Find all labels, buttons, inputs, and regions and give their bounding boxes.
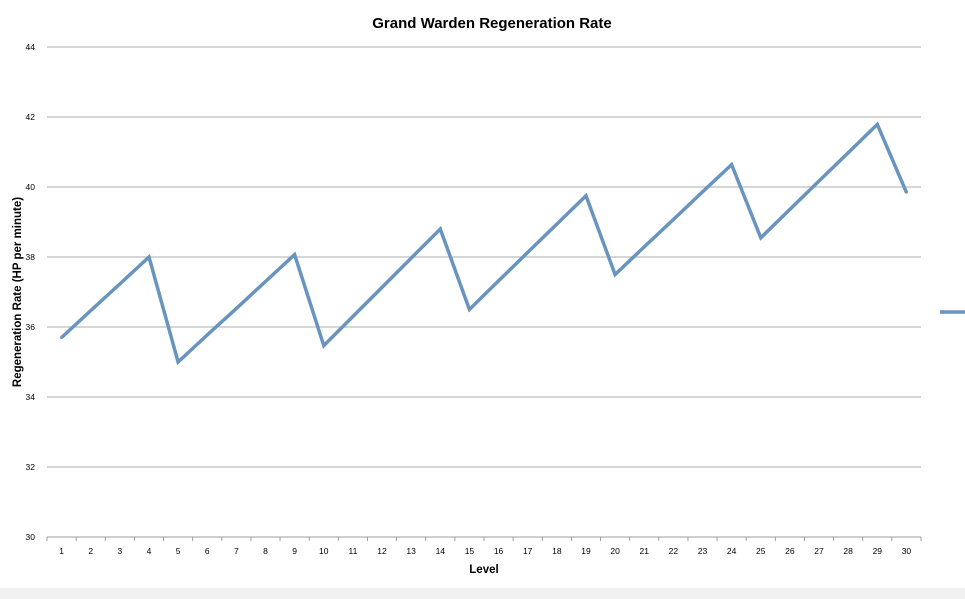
- data-point: [351, 315, 355, 318]
- x-tick-label: 9: [292, 546, 297, 556]
- data-point: [264, 280, 267, 283]
- data-point: [817, 179, 821, 183]
- series-line: [60, 121, 909, 366]
- data-point: [642, 245, 646, 249]
- data-point: [409, 256, 413, 260]
- data-point: [293, 253, 297, 257]
- data-point: [118, 282, 122, 286]
- data-point: [613, 273, 617, 276]
- x-tick-label: 8: [263, 546, 268, 556]
- data-point: [788, 207, 792, 211]
- x-axis-title: Level: [469, 564, 498, 576]
- y-tick-label: 34: [26, 392, 36, 402]
- y-tick-label: 42: [26, 112, 36, 122]
- x-tick-label: 4: [147, 546, 152, 556]
- x-tick-label: 28: [843, 546, 853, 556]
- x-tick-label: 2: [88, 546, 93, 556]
- x-tick-label: 19: [581, 546, 591, 556]
- y-tick-label: 40: [26, 182, 36, 192]
- series-group: [60, 121, 909, 366]
- x-tick-label: 30: [902, 546, 912, 556]
- data-point: [671, 218, 675, 222]
- data-point: [759, 236, 763, 240]
- y-axis-ticks: 30 32 34 36 38 40 42 44: [26, 42, 36, 542]
- x-tick-label: 11: [348, 546, 357, 556]
- x-tick-label: 25: [756, 546, 766, 556]
- data-point: [584, 194, 588, 198]
- x-tick-label: 1: [59, 546, 64, 556]
- y-tick-label: 36: [26, 322, 36, 332]
- data-point: [438, 227, 442, 231]
- data-point: [176, 360, 180, 364]
- x-tick-label: 29: [873, 546, 883, 556]
- chart-title: Grand Warden Regeneration Rate: [372, 15, 612, 32]
- data-point: [526, 250, 530, 254]
- data-point: [846, 151, 850, 155]
- x-tick-label: 20: [610, 546, 620, 556]
- x-tick-label: 17: [523, 546, 533, 556]
- x-tick-label: 3: [117, 546, 122, 556]
- data-point: [730, 163, 734, 167]
- x-tick-label: 23: [698, 546, 708, 556]
- y-tick-label: 44: [26, 42, 36, 52]
- x-tick-label: 21: [639, 546, 649, 556]
- x-tick-label: 22: [669, 546, 679, 556]
- y-tick-label: 38: [26, 252, 36, 262]
- y-tick-label: 30: [26, 532, 36, 542]
- data-point: [555, 222, 559, 226]
- x-tick-label: 7: [234, 546, 239, 556]
- x-tick-label: 6: [205, 546, 210, 556]
- data-point: [701, 190, 704, 194]
- data-point: [467, 308, 471, 311]
- y-axis-title: Regeneration Rate (HP per minute): [12, 197, 24, 387]
- x-tick-label: 18: [552, 546, 562, 556]
- x-tick-label: 27: [814, 546, 824, 556]
- x-tick-label: 5: [176, 546, 181, 556]
- x-tick-label: 14: [436, 546, 446, 556]
- data-point: [89, 309, 93, 313]
- data-point: [497, 279, 501, 283]
- data-point: [60, 336, 64, 339]
- x-tick-label: 13: [406, 546, 416, 556]
- x-axis-ticks: 1 2 3 4 5 6 7 8 9 10 11 12 13 14 15 16 17 18 19 20 21 22 23 24 2…: [46, 537, 922, 556]
- x-tick-label: 26: [785, 546, 795, 556]
- x-tick-label: 16: [494, 546, 504, 556]
- x-tick-label: 10: [319, 546, 329, 556]
- x-tick-label: 15: [465, 546, 475, 556]
- x-tick-label: 12: [377, 546, 387, 556]
- data-point: [147, 255, 151, 259]
- x-tick-label: 24: [727, 546, 737, 556]
- data-point: [875, 122, 879, 126]
- data-point: [904, 190, 908, 194]
- data-point: [234, 306, 238, 310]
- data-point: [322, 344, 326, 348]
- gridlines: [47, 46, 921, 538]
- data-point: [380, 285, 384, 289]
- data-point: [205, 333, 209, 337]
- y-tick-label: 32: [26, 462, 36, 472]
